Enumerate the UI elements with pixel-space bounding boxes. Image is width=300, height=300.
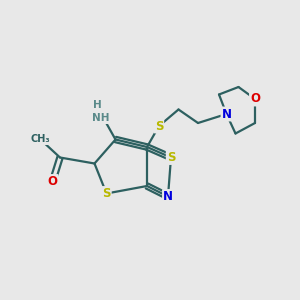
Text: S: S (102, 187, 111, 200)
Text: H: H (93, 100, 102, 110)
Text: NH: NH (92, 113, 109, 124)
Text: O: O (47, 175, 58, 188)
Text: N: N (221, 107, 232, 121)
Text: S: S (167, 151, 175, 164)
Text: O: O (250, 92, 260, 106)
Text: N: N (163, 190, 173, 203)
Text: S: S (155, 119, 163, 133)
Text: CH₃: CH₃ (31, 134, 50, 145)
